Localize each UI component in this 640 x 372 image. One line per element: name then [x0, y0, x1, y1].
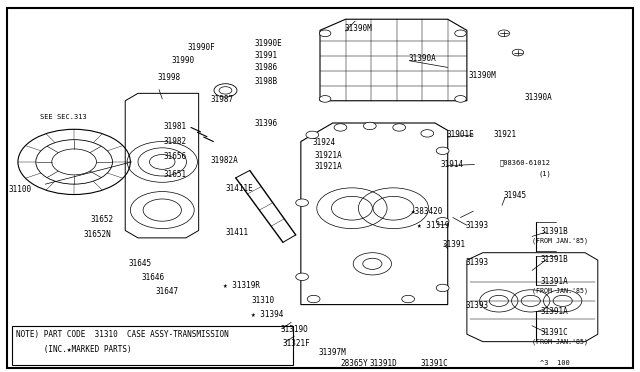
Circle shape — [455, 30, 467, 37]
Text: 31100: 31100 — [8, 185, 31, 194]
Circle shape — [402, 295, 415, 303]
Bar — [12, 326, 293, 365]
Text: (FROM JAN.'85): (FROM JAN.'85) — [532, 238, 588, 244]
Text: 31921: 31921 — [493, 130, 517, 140]
Circle shape — [436, 147, 449, 154]
Text: 31391A: 31391A — [540, 307, 568, 316]
Text: 31982: 31982 — [164, 137, 187, 146]
Circle shape — [421, 130, 434, 137]
Text: 31981: 31981 — [164, 122, 187, 131]
Circle shape — [319, 96, 331, 102]
Text: 31990F: 31990F — [187, 42, 215, 51]
Text: ★ 31394: ★ 31394 — [251, 311, 284, 320]
Text: ★ 31319R: ★ 31319R — [223, 281, 260, 290]
Text: (FROM JAN.'85): (FROM JAN.'85) — [532, 287, 588, 294]
Text: 31914: 31914 — [440, 160, 463, 169]
Text: 31990E: 31990E — [255, 39, 283, 48]
Circle shape — [296, 199, 308, 206]
Text: 31393: 31393 — [466, 301, 489, 310]
Text: 31319O: 31319O — [280, 324, 308, 334]
Text: 31945: 31945 — [504, 191, 527, 200]
Text: 31391C: 31391C — [540, 328, 568, 337]
Text: 31391: 31391 — [443, 240, 466, 249]
Text: 31652N: 31652N — [84, 230, 111, 239]
Text: ★383420: ★383420 — [411, 207, 443, 216]
Text: 31393: 31393 — [466, 258, 489, 267]
Text: 31397M: 31397M — [319, 347, 346, 356]
Text: SEE SEC.313: SEE SEC.313 — [40, 115, 87, 121]
Text: 31646: 31646 — [141, 273, 164, 282]
Text: 31310: 31310 — [251, 296, 274, 305]
Text: ^3  100: ^3 100 — [540, 360, 570, 366]
Text: 31651: 31651 — [164, 170, 187, 179]
Text: 31991: 31991 — [255, 51, 278, 60]
Text: NOTE) PART CODE  31310  CASE ASSY-TRANSMISSION: NOTE) PART CODE 31310 CASE ASSY-TRANSMIS… — [16, 330, 228, 340]
Circle shape — [306, 131, 319, 138]
Text: 31647: 31647 — [156, 288, 179, 296]
Text: 31998: 31998 — [157, 73, 180, 81]
Text: 31391B: 31391B — [540, 227, 568, 237]
Text: 3198B: 3198B — [255, 77, 278, 86]
Text: 31391A: 31391A — [540, 277, 568, 286]
Circle shape — [498, 30, 509, 37]
Circle shape — [334, 124, 347, 131]
Circle shape — [436, 284, 449, 292]
Circle shape — [455, 96, 467, 102]
Circle shape — [436, 218, 449, 225]
Text: 31645: 31645 — [129, 259, 152, 268]
Circle shape — [296, 273, 308, 280]
Circle shape — [512, 49, 524, 56]
Circle shape — [319, 30, 331, 37]
Text: 31390A: 31390A — [524, 93, 552, 102]
Text: 31921A: 31921A — [315, 162, 342, 171]
Text: 31411: 31411 — [225, 228, 248, 237]
Text: 31396: 31396 — [255, 119, 278, 128]
Text: 31924: 31924 — [312, 138, 335, 147]
Text: 31321F: 31321F — [283, 339, 310, 348]
Circle shape — [307, 295, 320, 303]
Text: 31391B: 31391B — [540, 255, 568, 264]
Text: 31986: 31986 — [255, 63, 278, 72]
Text: 31656: 31656 — [164, 152, 187, 161]
Text: 31391C: 31391C — [421, 359, 449, 368]
Text: 31652: 31652 — [90, 215, 113, 224]
Text: (INC.★MARKED PARTS): (INC.★MARKED PARTS) — [16, 345, 132, 354]
Text: 31391D: 31391D — [370, 359, 397, 368]
Text: 31411E: 31411E — [225, 184, 253, 193]
Text: 31390M: 31390M — [344, 24, 372, 33]
Circle shape — [393, 124, 406, 131]
Text: (FROM JAN.'85): (FROM JAN.'85) — [532, 339, 588, 345]
Text: 31393: 31393 — [466, 221, 489, 230]
Circle shape — [364, 122, 376, 130]
Text: 31390M: 31390M — [468, 71, 496, 80]
Text: 31921A: 31921A — [315, 151, 342, 160]
Text: 31901E: 31901E — [447, 130, 474, 140]
Text: 28365Y: 28365Y — [340, 359, 368, 368]
Text: 31390A: 31390A — [408, 54, 436, 63]
Text: (1): (1) — [538, 171, 551, 177]
Text: 31987: 31987 — [210, 95, 234, 104]
Text: 31990: 31990 — [172, 56, 195, 65]
Text: ★ 31319: ★ 31319 — [417, 221, 449, 230]
Text: 31982A: 31982A — [210, 155, 238, 164]
Text: 08360-61012: 08360-61012 — [500, 160, 551, 166]
